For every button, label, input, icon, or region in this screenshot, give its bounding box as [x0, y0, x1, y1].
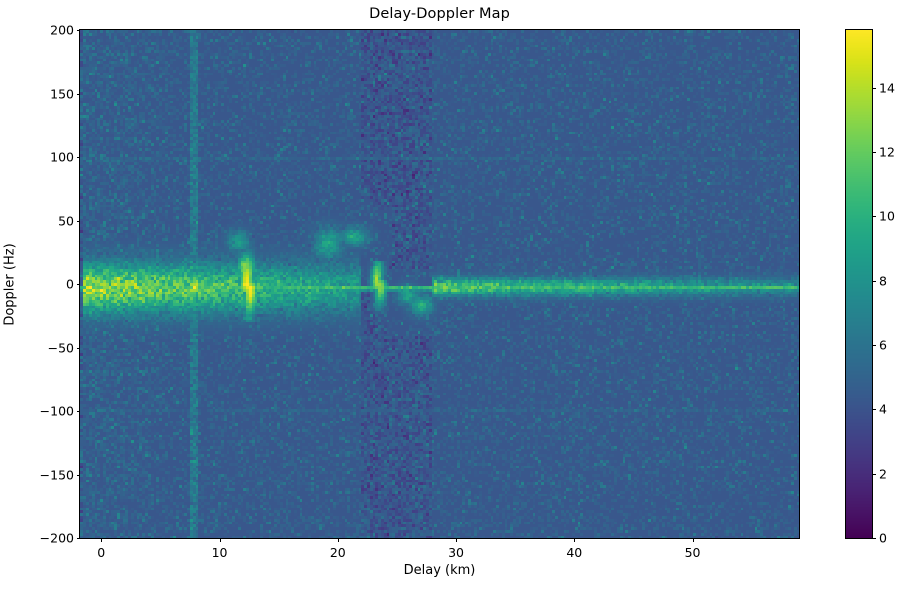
x-tick-label: 20: [329, 545, 346, 560]
x-tick-mark: [574, 538, 576, 542]
y-tick-mark: [76, 220, 80, 222]
y-tick-mark: [76, 93, 80, 95]
y-tick-label: −200: [39, 530, 74, 546]
colorbar-tick-mark: [872, 473, 876, 475]
y-tick-mark: [76, 474, 80, 476]
colorbar-tick-label: 14: [879, 80, 895, 96]
colorbar-tick-label: 10: [879, 208, 895, 224]
y-tick-label: 50: [58, 213, 74, 228]
page-title: Delay-Doppler Map: [369, 6, 510, 22]
x-tick-label: 10: [211, 545, 228, 560]
x-axis-label: Delay (km): [403, 563, 476, 578]
colorbar-tick-mark: [872, 87, 876, 89]
y-tick-mark: [76, 538, 80, 539]
colorbar-tick-label: 0: [879, 530, 887, 546]
y-axis-label: Doppler (Hz): [2, 242, 18, 326]
colorbar-tick-label: 2: [879, 466, 887, 482]
y-tick-label: −100: [39, 403, 74, 419]
x-tick-mark: [456, 538, 458, 542]
x-tick-label: 50: [684, 545, 701, 560]
y-tick-mark: [76, 284, 80, 285]
colorbar-tick-label: 4: [879, 401, 887, 417]
colorbar-tick-mark: [872, 538, 876, 539]
colorbar-tick-label: 12: [879, 144, 895, 160]
x-tick-label: 0: [97, 545, 106, 560]
colorbar-tick-mark: [872, 280, 876, 282]
x-tick-mark: [692, 538, 694, 542]
y-tick-label: 200: [50, 22, 74, 38]
y-tick-label: −150: [39, 467, 74, 482]
colorbar-tick-mark: [872, 152, 876, 154]
y-tick-mark: [76, 157, 80, 158]
y-tick-label: 150: [50, 86, 74, 101]
colorbar-tick-mark: [872, 409, 876, 411]
colorbar: [845, 29, 873, 539]
x-tick-label: 30: [448, 545, 464, 560]
x-tick-mark: [219, 538, 221, 542]
y-tick-mark: [76, 347, 80, 349]
y-tick-label: 0: [66, 276, 74, 292]
y-tick-mark: [76, 411, 80, 412]
x-tick-label: 40: [566, 545, 583, 560]
y-tick-label: 100: [50, 149, 74, 165]
colorbar-gradient: [846, 30, 872, 538]
colorbar-tick-mark: [872, 345, 876, 347]
x-tick-mark: [101, 538, 103, 542]
plot-axes: [79, 29, 800, 539]
x-tick-mark: [337, 538, 339, 542]
colorbar-tick-mark: [872, 216, 876, 218]
delay-doppler-heatmap: [80, 30, 799, 538]
y-tick-label: −50: [47, 340, 74, 355]
colorbar-tick-label: 8: [879, 273, 887, 289]
colorbar-tick-label: 6: [879, 337, 887, 353]
y-axis-label-container: Doppler (Hz): [0, 30, 20, 538]
y-tick-mark: [76, 30, 80, 31]
